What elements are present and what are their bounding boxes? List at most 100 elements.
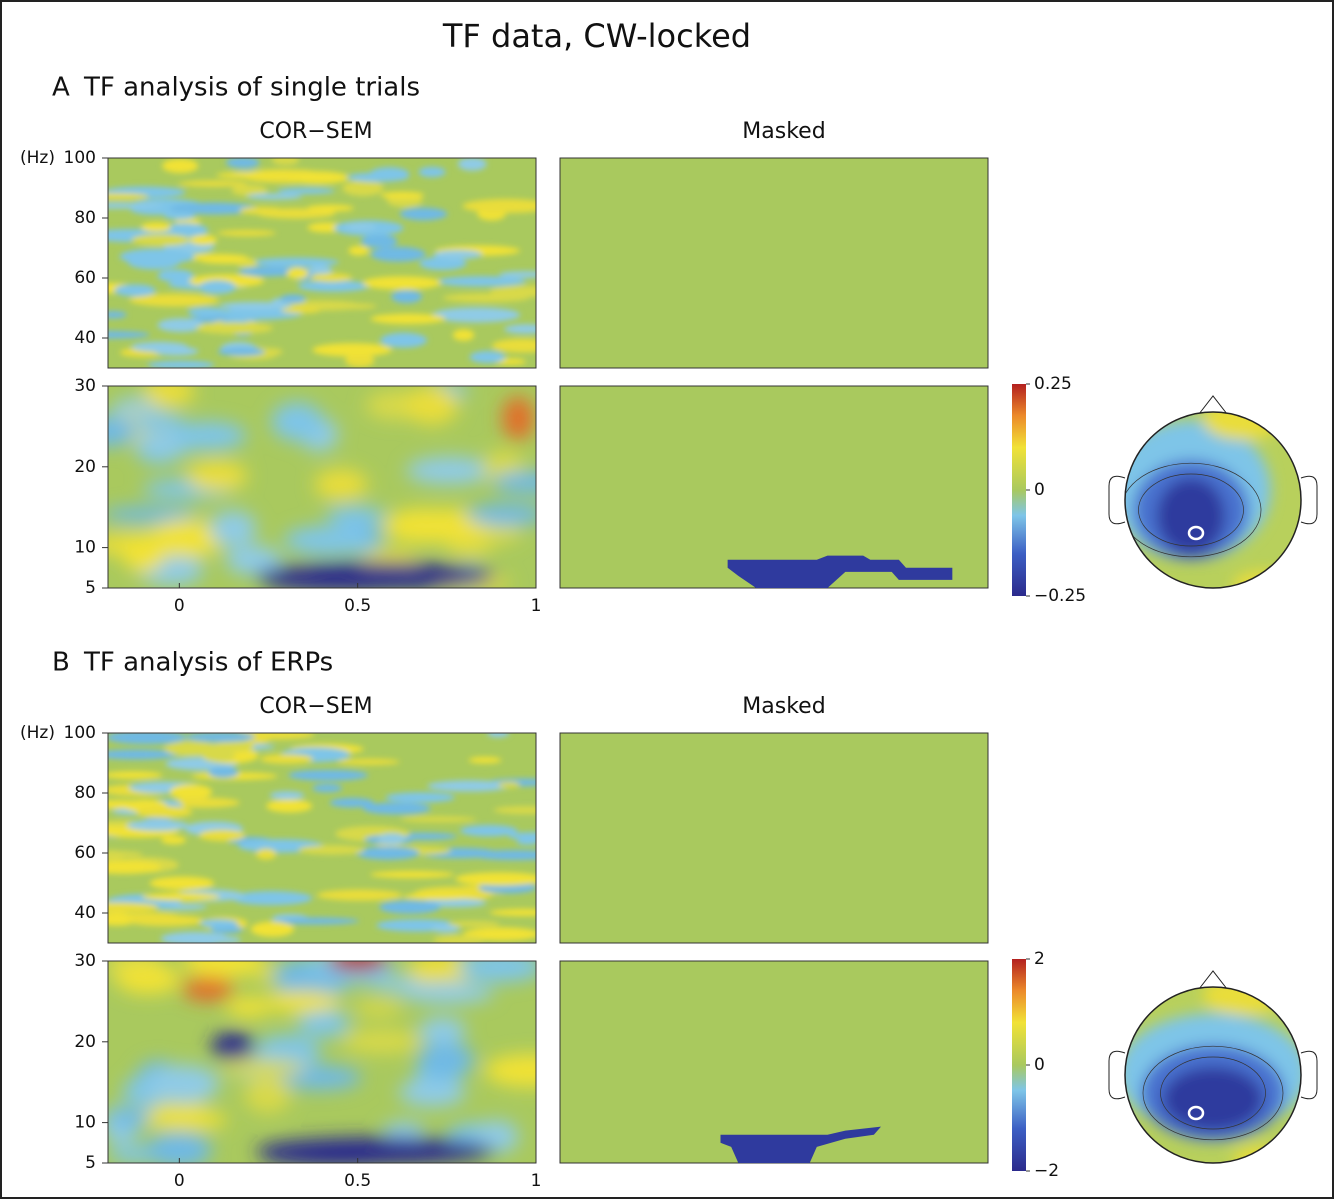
heatmap-blob (312, 783, 343, 793)
heatmap-blob (108, 311, 127, 319)
heatmap-blob (462, 199, 536, 214)
heatmap-blob (370, 870, 455, 879)
heatmap (108, 733, 536, 943)
heatmap-blob (347, 172, 409, 182)
heatmap-blob (157, 318, 205, 333)
subplot-title: Masked (742, 119, 825, 144)
heatmap-blob (115, 964, 181, 995)
heatmap-blob (436, 276, 527, 287)
y-tick-label: 40 (74, 903, 96, 923)
heatmap-blob (504, 324, 536, 334)
heatmap-blob (498, 271, 536, 278)
heatmap-blob (391, 290, 423, 304)
x-tick-label: 0 (174, 596, 185, 616)
heatmap-blob (186, 460, 248, 492)
topo-blob (1233, 571, 1293, 588)
heatmap-blob (108, 506, 197, 523)
heatmap-blob (447, 539, 492, 559)
heatmap-blob (108, 771, 163, 780)
topo-contour (1125, 462, 1262, 558)
heatmap-blob (145, 1110, 228, 1130)
topo-ear (1108, 475, 1126, 525)
heatmap-blob (400, 816, 477, 823)
heatmap-blob (288, 769, 369, 781)
y-unit: (Hz) (20, 723, 55, 743)
heatmap-blob (246, 193, 303, 200)
panel-label: B (52, 648, 70, 678)
heatmap-blob (126, 915, 205, 927)
heatmap-blob (148, 519, 226, 558)
heatmap-blob (370, 246, 426, 262)
heatmap-blobs (108, 733, 536, 943)
heatmap-blob (225, 158, 260, 169)
heatmap-blob (493, 806, 536, 815)
y-tick-label: 5 (85, 578, 96, 598)
x-tick-label: 1 (531, 596, 542, 616)
topo-contour (1160, 1056, 1266, 1130)
heatmap (108, 158, 536, 368)
figure-title: TF data, CW-locked (442, 17, 751, 55)
heatmap-blob (447, 920, 501, 928)
colorbar (1012, 959, 1026, 1171)
heatmap-blob (370, 313, 446, 324)
x-tick-label: 1 (531, 1171, 542, 1191)
topo-electrode (1187, 525, 1205, 541)
topo-contour (1142, 1045, 1284, 1141)
heatmap-blob (145, 1131, 213, 1163)
y-tick-label: 30 (74, 951, 96, 971)
heatmap-blob (185, 733, 256, 743)
heatmap-blob (466, 503, 536, 527)
heatmap-blob (403, 892, 475, 900)
topo-blob (1163, 1067, 1263, 1131)
heatmap-blob (161, 835, 186, 845)
y-tick-label: 60 (74, 268, 96, 288)
heatmap-blob (385, 792, 455, 803)
heatmap-blob (287, 171, 349, 184)
heatmap-blob (169, 784, 213, 800)
heatmap-blob (383, 508, 463, 543)
heatmap-blob (149, 876, 215, 890)
heatmap-blob (432, 307, 521, 323)
heatmap-blob (244, 1076, 291, 1114)
topo-blob (1203, 412, 1283, 440)
topo-blob (1203, 987, 1283, 1015)
heatmap-blob (327, 961, 388, 971)
heatmap-blob (187, 307, 227, 317)
heatmap-blob (169, 202, 259, 215)
panel-title: TF analysis of single trials (83, 73, 420, 103)
x-tick-label: 0 (174, 1171, 185, 1191)
heatmap-blob (198, 829, 246, 842)
heatmap-blob (418, 166, 446, 178)
heatmap-blob (280, 307, 321, 314)
heatmap-blob (487, 733, 510, 738)
masked-map (559, 960, 989, 1164)
heatmap-blob (168, 797, 240, 808)
heatmap-blob (452, 329, 475, 341)
heatmap-blob (380, 191, 425, 199)
heatmap-blob (209, 510, 257, 547)
x-tick-label: 0.5 (344, 596, 371, 616)
axes-box (107, 385, 537, 589)
heatmap-blob (266, 799, 313, 813)
heatmap-blob (259, 1142, 420, 1163)
heatmap-blob (341, 1029, 423, 1054)
heatmap-blob (131, 234, 191, 246)
heatmap-blob (283, 525, 374, 555)
topo-blobs (1125, 412, 1293, 588)
heatmap-blob (298, 845, 365, 855)
topo-blobs (1125, 987, 1301, 1163)
heatmap-blob (225, 545, 282, 576)
heatmap-blob (131, 412, 186, 432)
heatmap-blobs (108, 961, 536, 1163)
heatmap-blob (468, 756, 502, 764)
heatmap-blob (382, 1121, 426, 1141)
heatmap-blob (409, 961, 473, 988)
heatmap-blob (199, 919, 239, 928)
heatmap-blob (484, 1054, 536, 1088)
heatmap-blobs (108, 158, 536, 368)
y-tick-label: 60 (74, 843, 96, 863)
heatmap-blob (406, 456, 494, 485)
heatmap-blob (141, 222, 172, 232)
heatmap-blob (457, 961, 536, 983)
